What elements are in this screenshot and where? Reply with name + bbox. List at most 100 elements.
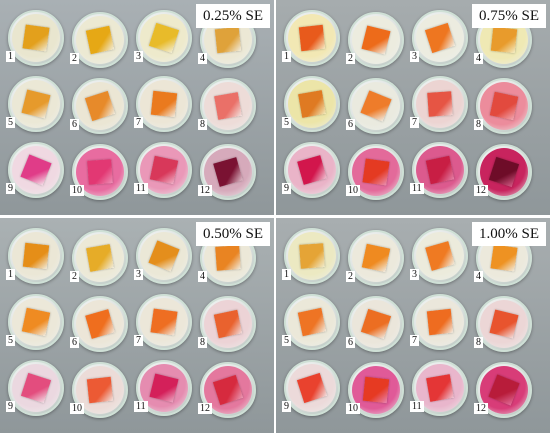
dish-number-label: 4 [198,53,207,64]
petri-dish: 9 [282,142,340,198]
concentration-label: 1.00% SE [472,222,546,246]
dish-number-label: 11 [410,183,424,194]
dish-number-label: 3 [410,269,419,280]
dish-number-label: 2 [346,271,355,282]
petri-dish: 12 [474,144,532,200]
dish-number-label: 2 [346,53,355,64]
petri-dish: 11 [134,142,192,198]
petri-dish: 9 [6,360,64,416]
dish-number-label: 8 [198,119,207,130]
dish-number-label: 3 [134,269,143,280]
dish-number-label: 9 [6,183,15,194]
indicator-film [489,91,519,121]
indicator-film [490,244,518,272]
dish-number-label: 8 [474,337,483,348]
dish-number-label: 4 [474,53,483,64]
petri-dish: 2 [70,12,128,68]
dish-number-label: 4 [474,271,483,282]
dish-number-label: 9 [6,401,15,412]
dish-number-label: 5 [6,117,15,128]
concentration-label: 0.25% SE [196,4,270,28]
dish-number-label: 8 [474,119,483,130]
indicator-film [21,307,51,337]
indicator-film [215,245,241,271]
concentration-label: 0.75% SE [472,4,546,28]
indicator-film [22,242,50,270]
dish-number-label: 11 [410,401,424,412]
petri-dish: 9 [282,360,340,416]
petri-dish: 7 [410,294,468,350]
indicator-film [213,309,243,339]
petri-dish: 8 [474,78,532,134]
dish-number-label: 6 [70,119,79,130]
petri-dish: 3 [134,228,192,284]
dish-number-label: 9 [282,183,291,194]
dish-number-label: 5 [6,335,15,346]
petri-dish: 10 [346,362,404,418]
indicator-film [150,308,178,336]
concentration-label: 0.50% SE [196,222,270,246]
indicator-film [362,158,390,186]
petri-dish: 6 [346,296,404,352]
dish-number-label: 1 [6,51,15,62]
petri-dish: 7 [410,76,468,132]
indicator-film [86,244,114,272]
petri-dish: 7 [134,294,192,350]
petri-dish: 10 [70,362,128,418]
dish-number-label: 9 [282,401,291,412]
petri-dish: 6 [346,78,404,134]
indicator-film [490,26,518,54]
panel-0-75-se: 1 2 3 4 5 6 7 8 9 10 11 12 0.75% SE [276,0,550,215]
dish-number-label: 6 [346,337,355,348]
dish-number-label: 12 [198,403,212,414]
dish-number-label: 10 [346,403,360,414]
petri-dish: 8 [474,296,532,352]
panel-0-50-se: 1 2 3 4 5 6 7 8 9 10 11 12 0.50% SE [0,218,274,433]
dish-number-label: 1 [6,269,15,280]
petri-dish: 11 [410,142,468,198]
petri-dish: 5 [282,76,340,132]
petri-dish: 7 [134,76,192,132]
dish-number-label: 12 [474,185,488,196]
petri-dish: 8 [198,78,256,134]
petri-dish: 3 [410,10,468,66]
panel-0-25-se: 1 2 3 4 5 6 7 8 9 10 11 12 0.25% SE [0,0,274,215]
dish-number-label: 12 [198,185,212,196]
indicator-film [86,376,114,404]
dish-number-label: 7 [134,117,143,128]
dish-number-label: 1 [282,51,291,62]
petri-dish: 10 [70,144,128,200]
dish-number-label: 11 [134,183,148,194]
petri-dish: 11 [410,360,468,416]
dish-number-label: 10 [346,185,360,196]
petri-dish: 11 [134,360,192,416]
dish-number-label: 10 [70,403,84,414]
indicator-film [361,243,391,273]
indicator-film [297,307,327,337]
dish-number-label: 7 [134,335,143,346]
petri-dish: 5 [6,294,64,350]
panel-1-00-se: 1 2 3 4 5 6 7 8 9 10 11 12 1.00% SE [276,218,550,433]
dish-number-label: 7 [410,117,419,128]
petri-dish: 3 [410,228,468,284]
petri-dish: 5 [6,76,64,132]
petri-dish: 1 [6,228,64,284]
indicator-film [298,90,326,118]
indicator-film [299,243,325,269]
petri-dish: 12 [198,362,256,418]
dish-number-label: 5 [282,335,291,346]
petri-dish: 12 [474,362,532,418]
dish-number-label: 12 [474,403,488,414]
dish-number-label: 1 [282,269,291,280]
dish-number-label: 10 [70,185,84,196]
indicator-film [426,374,454,402]
indicator-film [150,90,178,118]
dish-number-label: 11 [134,401,148,412]
dish-number-label: 7 [410,335,419,346]
petri-dish: 1 [282,228,340,284]
indicator-film [214,26,242,54]
dish-number-label: 5 [282,117,291,128]
indicator-film [22,24,50,52]
dish-number-label: 3 [134,51,143,62]
indicator-film [427,91,453,117]
